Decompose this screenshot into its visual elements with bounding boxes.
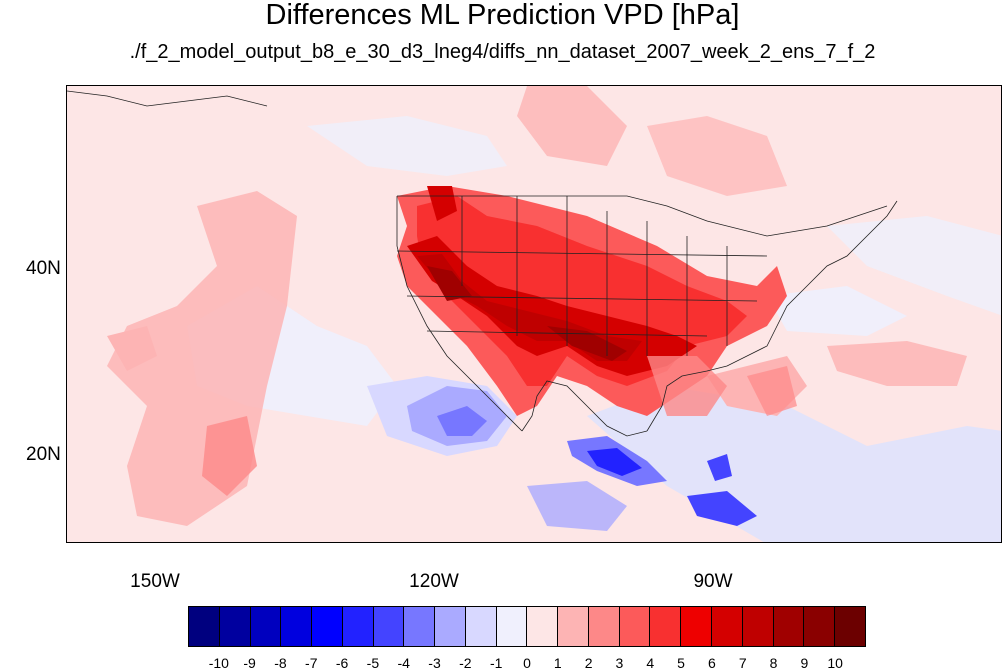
colorbar-label: 9 (800, 655, 809, 671)
colorbar-label: 8 (769, 655, 778, 671)
colorbar-box (742, 607, 774, 646)
colorbar-box (342, 607, 374, 646)
colorbar-label: -5 (366, 655, 380, 671)
colorbar-box (219, 607, 251, 646)
map-subtitle: ./f_2_model_output_b8_e_30_d3_lneg4/diff… (129, 41, 876, 63)
colorbar-box (404, 607, 436, 646)
colorbar-box (373, 607, 405, 646)
colorbar-box (312, 607, 343, 646)
colorbar-label: 4 (646, 655, 655, 671)
colorbar-label: -10 (208, 655, 229, 671)
colorbar-box (712, 607, 743, 646)
colorbar-label: 6 (708, 655, 716, 671)
colorbar-box (588, 607, 620, 646)
lon-label-90w: 90W (693, 571, 733, 592)
colorbar (188, 606, 866, 647)
colorbar-label: -4 (397, 655, 410, 671)
colorbar-box (281, 607, 313, 646)
colorbar-box (250, 607, 282, 646)
colorbar-box (681, 607, 713, 646)
colorbar-label: 0 (523, 655, 531, 671)
colorbar-box (496, 607, 528, 646)
colorbar-label: -7 (305, 655, 318, 671)
lon-label-120w: 120W (409, 571, 459, 592)
colorbar-label: -2 (459, 655, 472, 671)
colorbar-box (435, 607, 466, 646)
map-title: Differences ML Prediction VPD [hPa] (265, 0, 740, 31)
lat-label-40n: 40N (26, 258, 61, 279)
colorbar-label: 1 (553, 655, 562, 671)
colorbar-label: -1 (489, 655, 503, 671)
colorbar-box (650, 607, 682, 646)
colorbar-label: -3 (428, 655, 441, 671)
colorbar-label: -6 (335, 655, 349, 671)
colorbar-box (835, 607, 865, 646)
colorbar-box (189, 607, 220, 646)
map-panel (66, 85, 1002, 543)
colorbar-label: -8 (274, 655, 287, 671)
colorbar-label: -9 (243, 655, 256, 671)
colorbar-box (527, 607, 559, 646)
colorbar-label: 7 (738, 655, 747, 671)
colorbar-box (465, 607, 497, 646)
colorbar-box (773, 607, 805, 646)
lon-label-150w: 150W (130, 571, 180, 592)
colorbar-box (558, 607, 589, 646)
colorbar-label: 3 (615, 655, 624, 671)
colorbar-label: 10 (827, 655, 843, 671)
lat-label-20n: 20N (26, 444, 61, 465)
colorbar-label: 2 (584, 655, 593, 671)
vpd-difference-field (67, 86, 1001, 542)
colorbar-box (804, 607, 836, 646)
colorbar-label: 5 (677, 655, 685, 671)
colorbar-box (619, 607, 651, 646)
